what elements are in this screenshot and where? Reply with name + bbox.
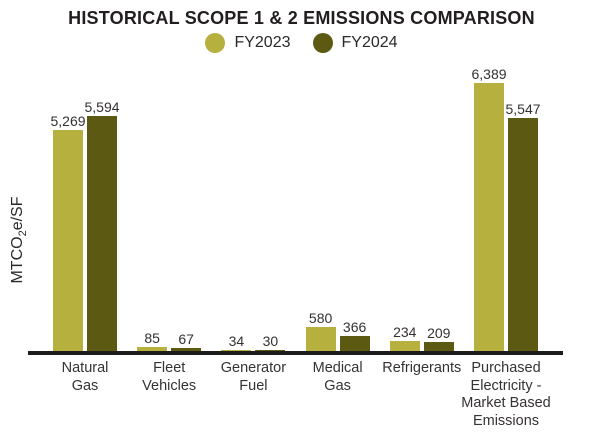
bar-group-medical-gas: 580 366 (305, 309, 370, 351)
legend-swatch-fy2023 (205, 33, 226, 53)
bar-group-generator-fuel: 34 30 (221, 332, 286, 351)
bar-col-fy2024-purchased-electricity-market-based-emissions: 5,547 (505, 101, 541, 351)
bar-col-fy2023-medical-gas: 580 (305, 309, 336, 351)
bar-value-fy2023-natural-gas: 5,269 (50, 112, 86, 129)
bar-col-fy2024-fleet-vehicles: 67 (171, 331, 202, 351)
bar-col-fy2023-refrigerants: 234 (389, 324, 420, 351)
bar-value-fy2024-natural-gas: 5,594 (84, 99, 120, 116)
bar-fy2023-purchased-electricity-market-based-emissions (474, 83, 504, 351)
category-label-fleet-vehicles: Fleet Vehicles (142, 360, 197, 394)
y-axis-label: MTCO2e/SF (9, 196, 29, 283)
category-label-purchased-electricity-market-based-emissions: Purchased Electricity - Market Based Emi… (461, 360, 551, 429)
legend-label-fy2024: FY2024 (341, 34, 398, 51)
bar-value-fy2024-fleet-vehicles: 67 (178, 331, 194, 348)
bar-value-fy2023-medical-gas: 580 (308, 309, 333, 326)
category-label-generator-fuel: Generator Fuel (220, 360, 287, 394)
bar-fy2024-purchased-electricity-market-based-emissions (508, 118, 538, 351)
legend-swatch-fy2024 (312, 33, 333, 53)
bar-fy2024-medical-gas (339, 335, 370, 351)
y-axis-label-text: MTCO (8, 236, 26, 284)
bar-col-fy2024-medical-gas: 366 (339, 318, 370, 351)
bar-value-fy2024-purchased-electricity-market-based-emissions: 5,547 (505, 101, 541, 118)
bar-col-fy2023-generator-fuel: 34 (221, 332, 252, 351)
bar-fy2023-medical-gas (305, 326, 336, 351)
bar-value-fy2024-generator-fuel: 30 (262, 332, 279, 349)
category-label-refrigerants: Refrigerants (382, 360, 462, 376)
bar-fy2023-refrigerants (389, 341, 420, 351)
bar-col-fy2024-refrigerants: 209 (423, 325, 454, 351)
bar-value-fy2023-fleet-vehicles: 85 (144, 330, 160, 347)
bar-col-fy2024-generator-fuel: 30 (255, 332, 286, 351)
bar-fy2023-natural-gas (53, 129, 83, 351)
category-label-natural-gas: Natural Gas (61, 360, 109, 394)
bar-value-fy2023-purchased-electricity-market-based-emissions: 6,389 (471, 66, 507, 82)
bar-col-fy2024-natural-gas: 5,594 (84, 99, 120, 351)
bar-fy2024-fleet-vehicles (171, 348, 202, 351)
bar-group-purchased-electricity-market-based-emissions: 6,389 5,547 (471, 66, 541, 351)
bar-value-fy2024-refrigerants: 209 (427, 325, 451, 342)
bar-value-fy2024-medical-gas: 366 (342, 318, 367, 335)
plot-area: 5,269 5,594 85 67 34 30 580 366 234 209 6,389 5,547 (28, 0, 563, 355)
bar-fy2024-natural-gas (87, 116, 117, 351)
bar-fy2024-generator-fuel (255, 349, 286, 351)
bar-group-fleet-vehicles: 85 67 (137, 330, 202, 351)
y-axis-label-suffix: e/SF (8, 196, 26, 231)
chart-title: HISTORICAL SCOPE 1 & 2 EMISSIONS COMPARI… (68, 8, 535, 28)
bar-value-fy2023-refrigerants: 234 (393, 324, 417, 341)
legend-item-fy2024: FY2024 (312, 33, 398, 53)
bar-group-refrigerants: 234 209 (389, 324, 454, 351)
bar-fy2024-refrigerants (423, 342, 454, 351)
legend: FY2023 FY2024 (0, 33, 603, 53)
bar-value-fy2023-generator-fuel: 34 (228, 332, 245, 349)
bar-col-fy2023-purchased-electricity-market-based-emissions: 6,389 (471, 66, 507, 351)
x-axis-line (28, 351, 563, 355)
legend-label-fy2023: FY2023 (234, 34, 291, 51)
legend-item-fy2023: FY2023 (205, 33, 291, 53)
bar-fy2023-generator-fuel (221, 349, 252, 351)
bar-fy2023-fleet-vehicles (137, 347, 168, 351)
bar-group-natural-gas: 5,269 5,594 (50, 99, 120, 351)
bar-col-fy2023-natural-gas: 5,269 (50, 112, 86, 351)
bar-col-fy2023-fleet-vehicles: 85 (137, 330, 168, 351)
category-label-medical-gas: Medical Gas (312, 360, 363, 394)
